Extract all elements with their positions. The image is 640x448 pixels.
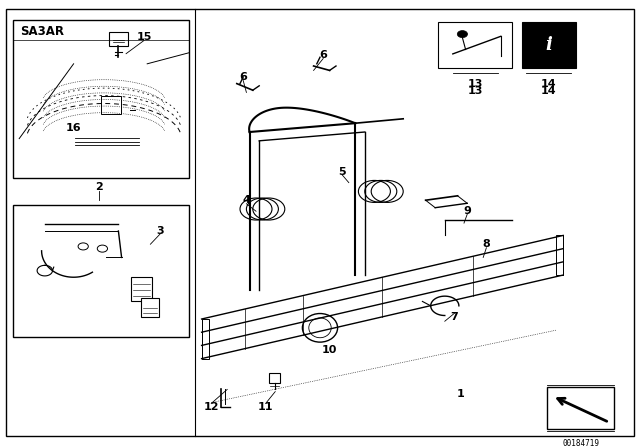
Bar xyxy=(269,373,280,383)
Bar xyxy=(13,20,189,178)
Bar xyxy=(141,298,159,317)
Text: 3: 3 xyxy=(156,226,164,236)
Text: 10: 10 xyxy=(322,345,337,355)
Bar xyxy=(109,32,128,46)
Text: 12: 12 xyxy=(204,402,219,412)
Text: 5: 5 xyxy=(339,167,346,177)
Text: 9: 9 xyxy=(463,206,471,216)
Text: 7: 7 xyxy=(451,312,458,322)
Text: 11: 11 xyxy=(258,402,273,412)
Text: 16: 16 xyxy=(66,123,81,133)
Text: 14: 14 xyxy=(541,78,556,89)
Bar xyxy=(131,277,152,302)
Text: 14: 14 xyxy=(541,86,557,96)
Text: 00184719: 00184719 xyxy=(563,439,599,448)
Text: 2: 2 xyxy=(95,182,103,192)
Text: 6: 6 xyxy=(319,50,327,60)
Text: i: i xyxy=(545,36,552,54)
Bar xyxy=(438,22,512,68)
Bar xyxy=(202,319,209,359)
Text: SA3AR: SA3AR xyxy=(20,25,65,38)
Text: 1: 1 xyxy=(457,389,465,399)
Bar xyxy=(13,205,189,336)
Bar xyxy=(556,235,563,275)
Circle shape xyxy=(458,30,468,38)
Bar xyxy=(547,387,614,429)
Text: 13: 13 xyxy=(468,78,483,89)
Text: 13: 13 xyxy=(467,86,483,96)
Bar xyxy=(522,22,576,68)
Text: 8: 8 xyxy=(483,239,490,249)
Text: 6: 6 xyxy=(239,72,247,82)
Text: 15: 15 xyxy=(136,32,152,43)
Bar xyxy=(101,96,122,114)
Text: 4: 4 xyxy=(243,195,250,205)
